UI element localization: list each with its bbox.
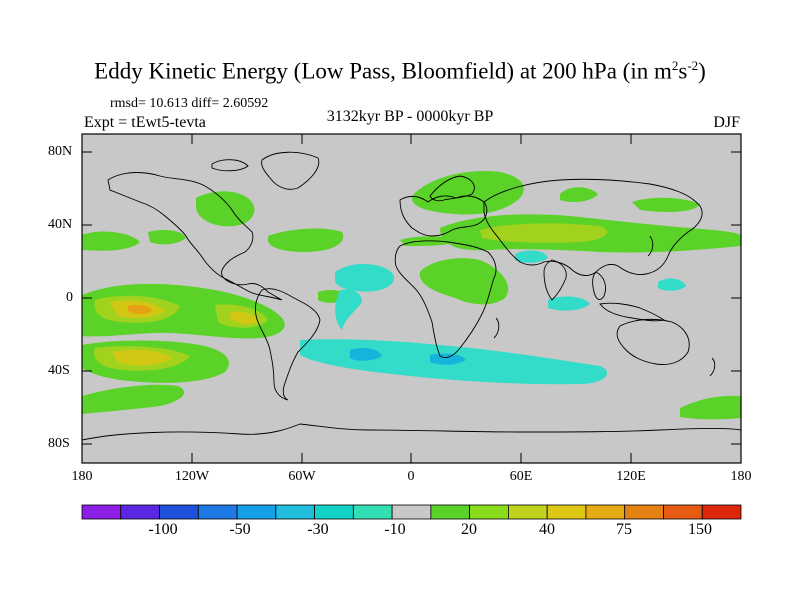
lon-label-60e: 60E — [509, 469, 533, 484]
colorbar-box — [120, 504, 160, 520]
colorbar-box — [430, 504, 471, 520]
colorbar-label-40: 40 — [539, 521, 555, 538]
colorbar-label-20: 20 — [461, 521, 477, 538]
colorbar-label-minus30: -30 — [307, 521, 329, 538]
colorbar-box — [663, 504, 703, 520]
lon-label-180e: 180 — [730, 469, 752, 484]
colorbar — [81, 504, 742, 520]
experiment-label: Expt = tEwt5-tevta — [84, 114, 206, 131]
lon-label-180w: 180 — [71, 469, 93, 484]
lat-label-40n: 40N — [48, 217, 73, 232]
stats-label: rmsd= 10.613 diff= 2.60592 — [110, 96, 269, 111]
colorbar-box — [469, 504, 509, 520]
period-label: 3132kyr BP - 0000kyr BP — [326, 108, 494, 125]
colorbar-label-minus50: -50 — [229, 521, 251, 538]
yellow-regions — [110, 300, 258, 366]
season-label: DJF — [713, 114, 740, 131]
lat-label-80s: 80S — [48, 436, 70, 451]
colorbar-box — [508, 504, 548, 520]
coastlines — [82, 151, 741, 441]
colorbar-box — [546, 504, 587, 520]
blue-regions — [350, 348, 466, 365]
lat-label-80n: 80N — [48, 144, 73, 159]
lon-label-60w: 60W — [288, 469, 316, 484]
colorbar-box — [701, 504, 742, 520]
map-title: Eddy Kinetic Energy (Low Pass, Bloomfiel… — [94, 58, 706, 84]
colorbar-box — [314, 504, 354, 520]
colorbar-box — [624, 504, 664, 520]
lon-label-120e: 120E — [616, 469, 646, 484]
lon-label-0: 0 — [407, 469, 415, 484]
colorbar-box — [81, 504, 122, 520]
lon-label-120w: 120W — [174, 469, 210, 484]
lat-label-40s: 40S — [48, 363, 70, 378]
orange-regions — [128, 304, 152, 314]
colorbar-box — [159, 504, 199, 520]
colorbar-box — [352, 504, 393, 520]
colorbar-label-75: 75 — [616, 521, 632, 538]
lon-ticks — [191, 134, 632, 463]
colorbar-box — [585, 504, 626, 520]
colorbar-box — [275, 504, 315, 520]
colorbar-box — [391, 504, 432, 520]
lat-ticks — [82, 151, 741, 445]
colorbar-box — [236, 504, 277, 520]
field-layer — [82, 134, 741, 463]
colorbar-label-minus100: -100 — [148, 521, 178, 538]
colorbar-label-minus10: -10 — [384, 521, 406, 538]
lat-label-eq: 0 — [66, 290, 73, 305]
colorbar-label-150: 150 — [688, 521, 712, 538]
colorbar-box — [197, 504, 238, 520]
